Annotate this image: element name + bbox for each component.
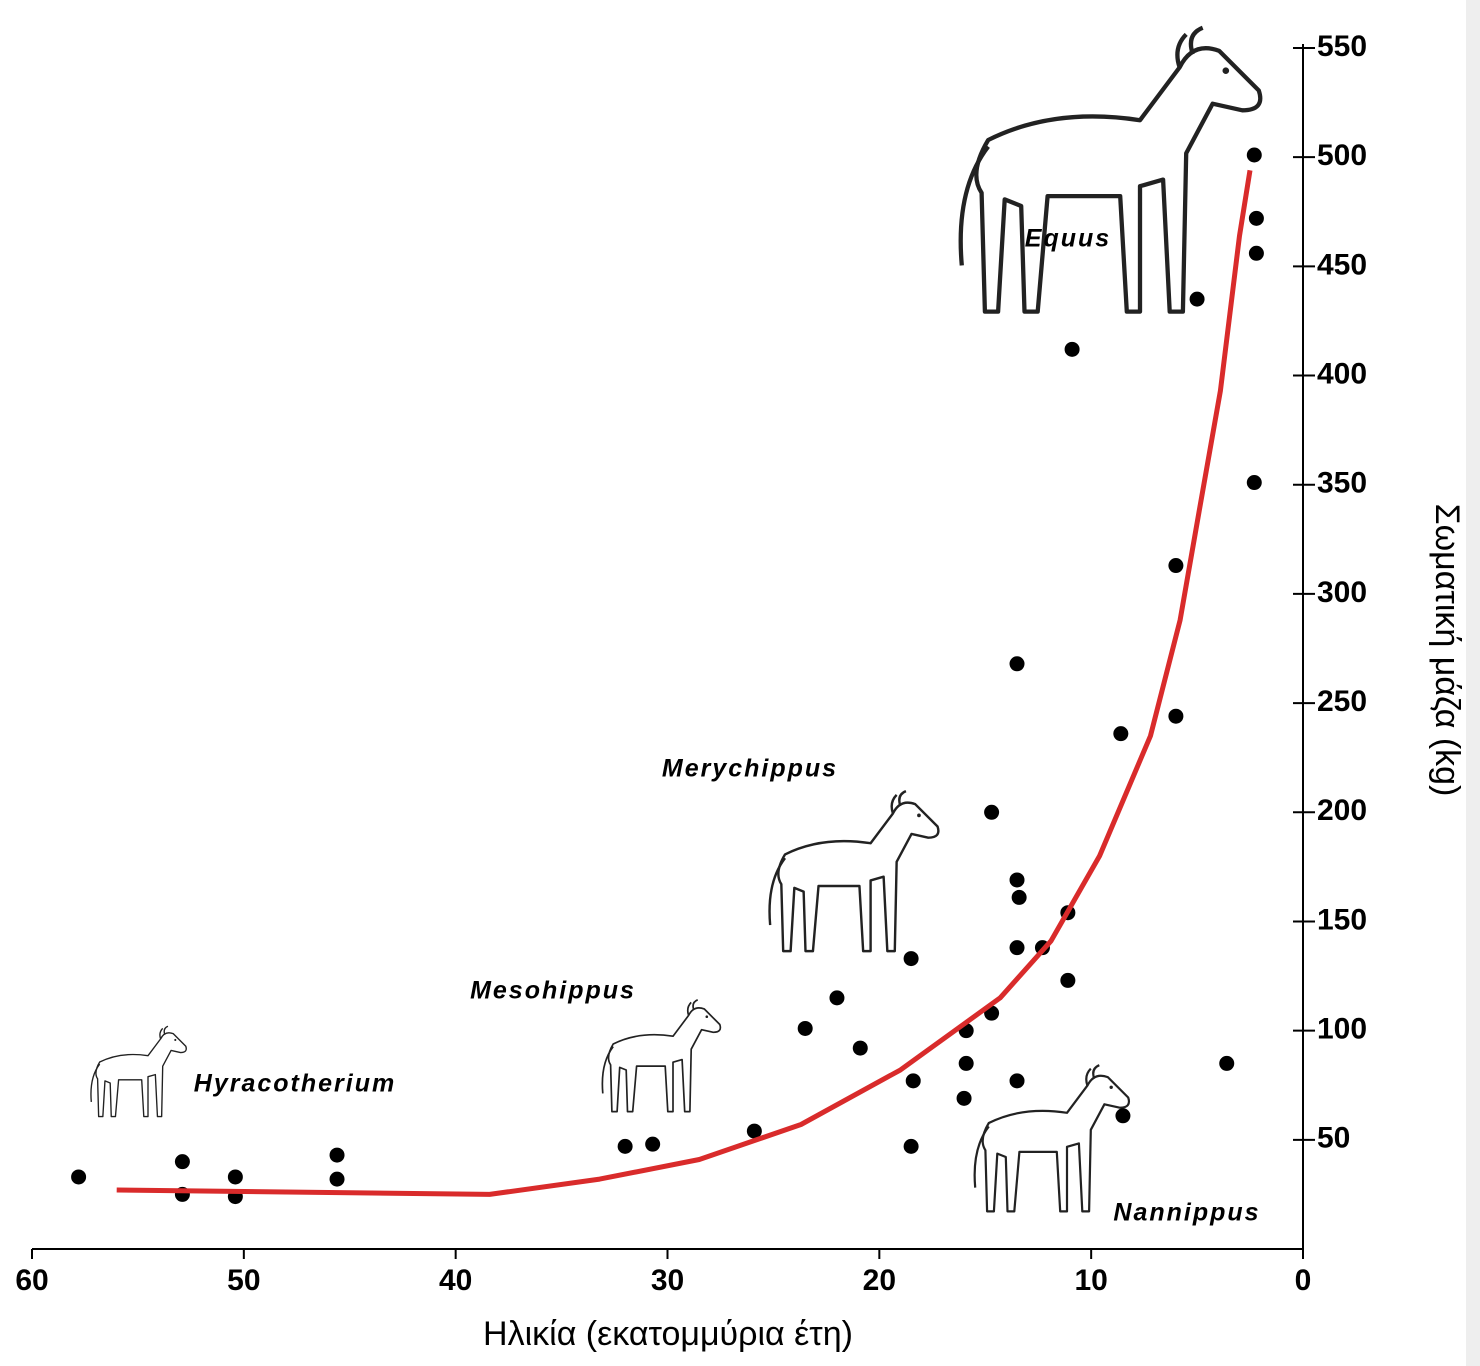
x-tick-label: 40 — [439, 1264, 472, 1297]
y-tick-label: 100 — [1317, 1013, 1367, 1046]
annotation: Equus — [1025, 225, 1111, 253]
data-point — [175, 1154, 190, 1169]
data-point — [853, 1041, 868, 1056]
x-tick-label: 20 — [863, 1264, 896, 1297]
x-tick-label: 60 — [15, 1264, 48, 1297]
horse-illustration — [770, 791, 939, 951]
data-point — [1010, 1073, 1025, 1088]
annotation: Mesohippus — [470, 977, 636, 1005]
y-tick-label: 50 — [1317, 1122, 1350, 1155]
data-point — [1065, 342, 1080, 357]
data-point — [957, 1091, 972, 1106]
data-point — [1113, 726, 1128, 741]
data-point — [1168, 558, 1183, 573]
data-point — [1190, 292, 1205, 307]
data-point — [1012, 890, 1027, 905]
data-point — [330, 1172, 345, 1187]
data-point — [1115, 1108, 1130, 1123]
annotation: Hyracotherium — [194, 1070, 396, 1098]
data-point — [1010, 656, 1025, 671]
data-point — [330, 1148, 345, 1163]
chart: Ηλικία (εκατομμύρια έτη) Σωματική μάζα (… — [0, 0, 1480, 1366]
y-tick-label: 500 — [1317, 139, 1367, 172]
y-tick-label: 200 — [1317, 794, 1367, 827]
data-point — [829, 990, 844, 1005]
y-tick-label: 550 — [1317, 30, 1367, 63]
data-point — [71, 1169, 86, 1184]
y-tick-label: 250 — [1317, 685, 1367, 718]
x-tick-label: 50 — [227, 1264, 260, 1297]
data-point — [1168, 709, 1183, 724]
data-point — [645, 1137, 660, 1152]
fit-curve — [117, 170, 1250, 1194]
data-point — [228, 1169, 243, 1184]
x-axis-title: Ηλικία (εκατομμύρια έτη) — [483, 1315, 853, 1353]
horse-illustration — [961, 28, 1261, 312]
y-tick-label: 150 — [1317, 903, 1367, 936]
data-point — [1247, 475, 1262, 490]
x-tick-label: 0 — [1295, 1264, 1312, 1297]
data-point — [1249, 211, 1264, 226]
data-point — [1060, 973, 1075, 988]
page-edge — [1466, 0, 1480, 1366]
y-tick-label: 400 — [1317, 357, 1367, 390]
data-point — [904, 951, 919, 966]
y-tick-label: 450 — [1317, 248, 1367, 281]
data-point — [1219, 1056, 1234, 1071]
horse-illustration — [975, 1065, 1129, 1211]
y-tick-label: 350 — [1317, 467, 1367, 500]
data-point — [904, 1139, 919, 1154]
data-point — [1010, 872, 1025, 887]
annotation: Merychippus — [662, 755, 838, 783]
annotation: Nannippus — [1113, 1199, 1260, 1227]
data-point — [906, 1073, 921, 1088]
data-point — [1010, 940, 1025, 955]
y-tick-label: 300 — [1317, 576, 1367, 609]
data-point — [984, 805, 999, 820]
data-point — [1249, 246, 1264, 261]
x-tick-label: 10 — [1074, 1264, 1107, 1297]
y-axis-title: Σωματική μάζα (kg) — [1428, 504, 1466, 797]
data-point — [798, 1021, 813, 1036]
x-tick-label: 30 — [651, 1264, 684, 1297]
data-point — [1247, 147, 1262, 162]
horse-illustration — [91, 1026, 186, 1116]
data-point — [959, 1056, 974, 1071]
horse-illustration — [602, 1000, 720, 1112]
data-point — [618, 1139, 633, 1154]
